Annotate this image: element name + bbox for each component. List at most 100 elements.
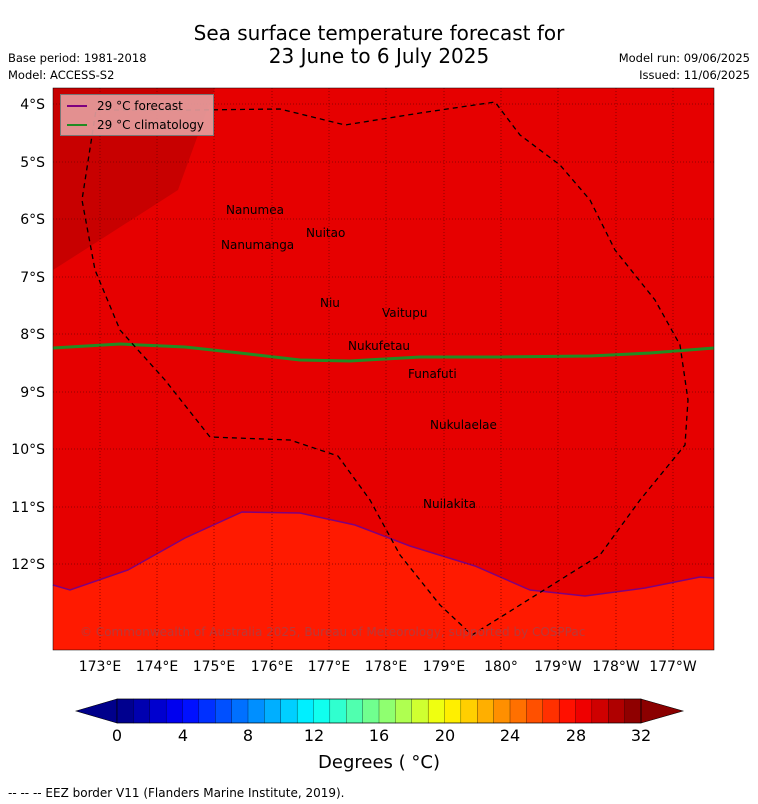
colorbar-cell — [116, 698, 134, 724]
model-run: Model run: 09/06/2025 — [618, 51, 750, 65]
colorbar-cell — [198, 698, 216, 724]
colorbar-tick: 28 — [566, 726, 586, 745]
island-nukulaelae: Nukulaelae — [430, 418, 497, 432]
lat-label: 7°S — [20, 270, 45, 286]
colorbar-cell — [427, 698, 445, 724]
colorbar-tick: 20 — [435, 726, 455, 745]
colorbar-cell — [542, 698, 560, 724]
colorbar-cell — [346, 698, 364, 724]
colorbar-label: Degrees ( °C) — [318, 752, 440, 773]
colorbar-frame — [116, 698, 642, 724]
colorbar-ticks: 0 4 8 12 16 20 24 28 32 — [112, 726, 651, 745]
colorbar: 0 4 8 12 16 20 24 28 32 — [74, 698, 685, 745]
lat-label: 9°S — [20, 385, 45, 401]
lat-label: 11°S — [11, 500, 45, 516]
colorbar-cell — [215, 698, 233, 724]
lon-label: 176°E — [251, 659, 294, 675]
colorbar-cell — [591, 698, 609, 724]
longitude-labels: 173°E 174°E 175°E 176°E 177°E 178°E 179°… — [79, 659, 697, 675]
lon-label: 178°E — [365, 659, 408, 675]
colorbar-tick: 4 — [178, 726, 188, 745]
colorbar-cell — [247, 698, 265, 724]
legend-forecast-label: 29 °C forecast — [97, 99, 183, 113]
colorbar-cell — [411, 698, 429, 724]
model-name: Model: ACCESS-S2 — [8, 68, 115, 82]
colorbar-cell — [477, 698, 495, 724]
lon-label: 177°W — [649, 659, 697, 675]
colorbar-tick: 24 — [500, 726, 520, 745]
colorbar-cell — [558, 698, 576, 724]
colorbar-cell — [526, 698, 544, 724]
base-period: Base period: 1981-2018 — [8, 51, 147, 65]
lat-label: 5°S — [20, 155, 45, 171]
title-line-2: 23 June to 6 July 2025 — [268, 44, 490, 68]
colorbar-cell — [362, 698, 380, 724]
colorbar-tick: 12 — [304, 726, 324, 745]
island-labels: Nanumea Nuitao Nanumanga Niu Vaitupu Nuk… — [221, 203, 497, 511]
lat-label: 4°S — [20, 97, 45, 113]
colorbar-cell — [395, 698, 413, 724]
island-funafuti: Funafuti — [408, 367, 457, 381]
forecast-contour-line — [52, 511, 715, 597]
colorbar-tick: 8 — [243, 726, 253, 745]
lon-label: 179°W — [534, 659, 582, 675]
colorbar-cell — [313, 698, 331, 724]
lon-label: 173°E — [79, 659, 122, 675]
colorbar-cell — [296, 698, 314, 724]
legend-climatology: 29 °C climatology — [67, 116, 204, 134]
island-niu: Niu — [320, 296, 340, 310]
sst-cooler-area — [53, 512, 714, 650]
lon-label: 178°W — [592, 659, 640, 675]
island-nanumea: Nanumea — [226, 203, 284, 217]
plot-frame — [52, 87, 715, 651]
meta-left: Base period: 1981-2018 Model: ACCESS-S2 — [8, 50, 147, 84]
lat-label: 6°S — [20, 212, 45, 228]
lat-label: 12°S — [11, 557, 45, 573]
lon-label: 174°E — [136, 659, 179, 675]
map-grid — [53, 88, 714, 650]
island-nuitao: Nuitao — [306, 226, 345, 240]
legend-climatology-label: 29 °C climatology — [97, 118, 205, 132]
copyright-notice: © Commonwealth of Australia 2025, Bureau… — [80, 625, 586, 639]
colorbar-cell — [608, 698, 626, 724]
colorbar-cell — [460, 698, 478, 724]
colorbar-tick: 32 — [631, 726, 651, 745]
colorbar-cell — [444, 698, 462, 724]
colorbar-cell — [264, 698, 282, 724]
map-legend: 29 °C forecast 29 °C climatology — [60, 94, 214, 136]
colorbar-cell — [149, 698, 167, 724]
latitude-labels: 4°S 5°S 6°S 7°S 8°S 9°S 10°S 11°S 12°S — [11, 97, 45, 573]
colorbar-tick: 16 — [369, 726, 389, 745]
colorbar-cell — [509, 698, 527, 724]
title-line-1: Sea surface temperature forecast for — [193, 21, 565, 45]
colorbar-cell — [624, 698, 642, 724]
lon-label: 177°E — [308, 659, 351, 675]
colorbar-cell — [378, 698, 396, 724]
eez-note: -- -- -- EEZ border V11 (Flanders Marine… — [8, 786, 345, 800]
colorbar-cell — [133, 698, 151, 724]
colorbar-max-arrow — [640, 698, 685, 724]
colorbar-cell — [329, 698, 347, 724]
lon-label: 175°E — [193, 659, 236, 675]
forecast-swatch — [67, 105, 87, 107]
meta-right: Model run: 09/06/2025 Issued: 11/06/2025 — [619, 50, 750, 84]
island-nanumanga: Nanumanga — [221, 238, 294, 252]
colorbar-min-arrow — [74, 698, 118, 724]
lat-label: 10°S — [11, 442, 45, 458]
colorbar-cell — [280, 698, 298, 724]
climatology-swatch — [67, 124, 87, 126]
climatology-contour-line — [52, 342, 715, 363]
lat-label: 8°S — [20, 327, 45, 343]
map-title: Sea surface temperature forecast for 23 … — [0, 22, 758, 68]
colorbar-cell — [165, 698, 183, 724]
lon-label: 179°E — [423, 659, 466, 675]
island-nuilakita: Nuilakita — [423, 497, 476, 511]
colorbar-cell — [182, 698, 200, 724]
legend-forecast: 29 °C forecast — [67, 97, 183, 115]
colorbar-cell — [575, 698, 593, 724]
issued-date: Issued: 11/06/2025 — [639, 68, 750, 82]
island-nukufetau: Nukufetau — [348, 339, 410, 353]
island-vaitupu: Vaitupu — [382, 306, 428, 320]
colorbar-cell — [231, 698, 249, 724]
colorbar-tick: 0 — [112, 726, 122, 745]
